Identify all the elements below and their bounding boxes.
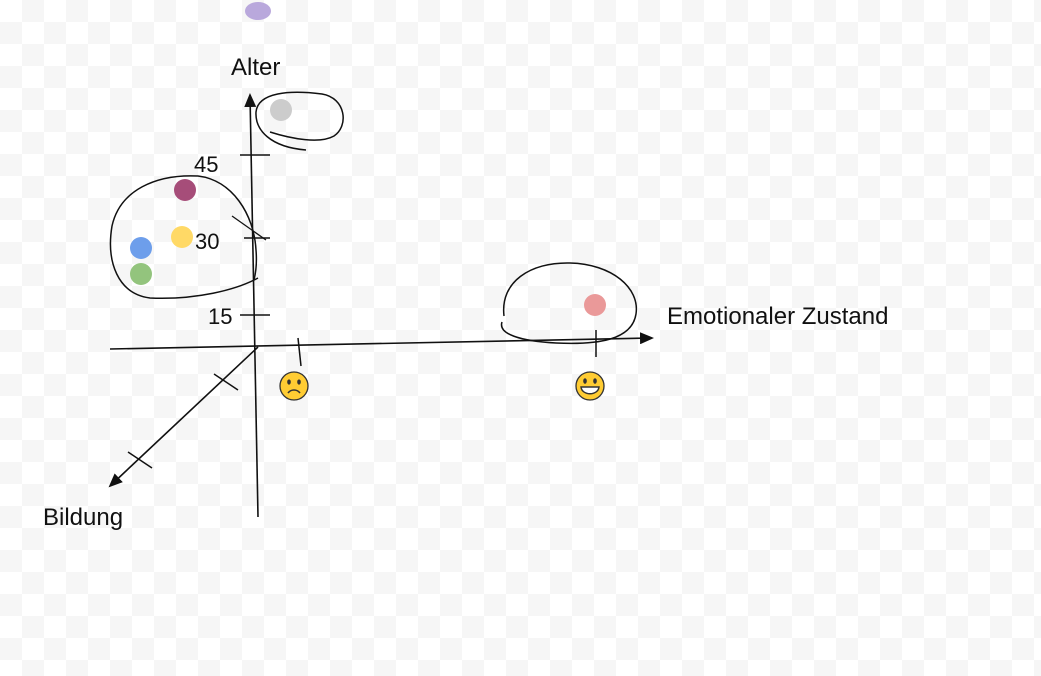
dot-pink: [584, 294, 606, 316]
vertical-axis: [244, 93, 259, 518]
dot-blue: [130, 237, 152, 259]
vertical-axis-label: Alter: [231, 54, 281, 81]
sad-face-icon: [279, 371, 309, 401]
tick-label-30: 30: [195, 229, 220, 254]
tick-label-45: 45: [194, 152, 219, 177]
dot-yellow: [171, 226, 193, 248]
dot-green: [130, 263, 152, 285]
tick-mark-30-extra: [231, 215, 267, 241]
depth-tick-2: [127, 451, 153, 469]
tick-label-15: 15: [208, 304, 233, 329]
depth-axis-label: Bildung: [43, 504, 124, 531]
depth-axis: [108, 346, 259, 488]
dot-gray: [270, 99, 292, 121]
tick-mark-sad: [297, 337, 302, 367]
horizontal-axis: [109, 332, 654, 350]
happy-face-icon: [575, 371, 605, 401]
dot-maroon: [174, 179, 196, 201]
cluster-outline-gray: [255, 91, 344, 151]
dot-purple-top: [245, 2, 271, 20]
depth-tick-1: [213, 373, 239, 391]
cluster-outline-right: [500, 262, 638, 345]
horizontal-axis-label: Emotionaler Zustand: [667, 303, 889, 330]
cluster-outline-left: [109, 175, 259, 300]
